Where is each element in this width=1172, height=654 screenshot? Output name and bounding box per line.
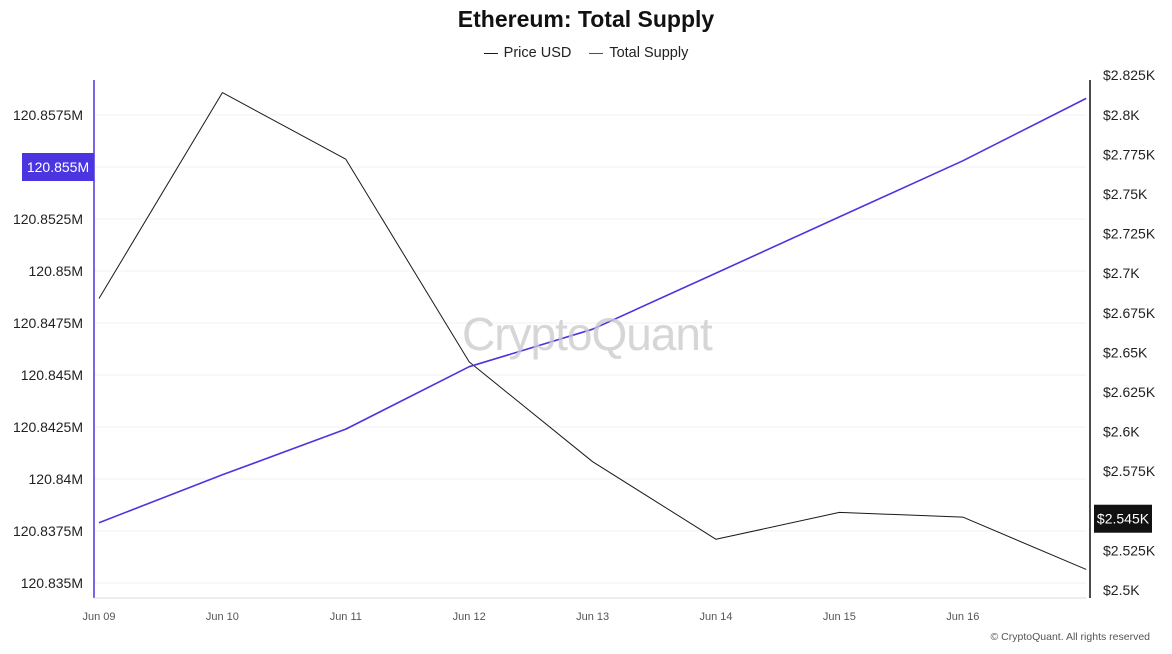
y-right-tick-label: $2.7K — [1103, 265, 1140, 281]
x-tick-label: Jun 15 — [823, 611, 856, 623]
x-tick-label: Jun 09 — [82, 611, 115, 623]
copyright-text: © CryptoQuant. All rights reserved — [990, 631, 1150, 643]
series-line-total-supply — [98, 97, 1087, 524]
legend-item-total-supply[interactable]: Total Supply — [589, 45, 688, 61]
x-tick-label: Jun 10 — [206, 611, 239, 623]
y-left-highlight-tag — [22, 153, 94, 181]
y-right-highlight-label: $2.545K — [1097, 511, 1150, 527]
y-left-tick-label: 120.8375M — [13, 523, 83, 539]
y-left-tick-label: 120.835M — [21, 575, 83, 591]
y-right-tick-label: $2.725K — [1103, 226, 1156, 242]
tick-labels: 120.835M 120.8375M 120.84M 120.8425M 120.845… — [13, 67, 1156, 623]
y-right-tick-label: $2.625K — [1103, 384, 1156, 400]
y-right-tick-label: $2.6K — [1103, 424, 1140, 440]
y-left-highlight-label: 120.855M — [27, 159, 89, 175]
chart-title: Ethereum: Total Supply — [457, 6, 715, 32]
x-tick-label: Jun 11 — [330, 611, 362, 623]
legend-swatch-price-usd — [483, 52, 498, 54]
y-right-highlight-tag — [1094, 504, 1152, 533]
y-right-tick-label: $2.775K — [1103, 146, 1156, 162]
x-tick-label: Jun 14 — [699, 611, 732, 623]
series-line-price-usd — [98, 92, 1087, 570]
legend-label-price-usd: Price USD — [503, 45, 572, 61]
series-lines — [98, 92, 1087, 570]
x-tick-label: Jun 16 — [946, 611, 979, 623]
legend: Price USD Total Supply — [0, 45, 1172, 61]
y-left-tick-label: 120.8575M — [13, 107, 83, 123]
x-tick-label: Jun 12 — [453, 611, 486, 623]
legend-item-price-usd[interactable]: Price USD — [483, 45, 572, 61]
y-right-tick-label: $2.675K — [1103, 305, 1156, 321]
legend-swatch-total-supply — [589, 52, 604, 54]
y-right-tick-label: $2.825K — [1103, 67, 1156, 83]
legend-label-total-supply: Total Supply — [609, 45, 689, 61]
y-left-tick-label: 120.85M — [29, 263, 83, 279]
x-tick-label: Jun 13 — [576, 611, 609, 623]
y-right-tick-label: $2.65K — [1103, 344, 1148, 360]
y-left-tick-label: 120.84M — [29, 471, 83, 487]
y-left-tick-label: 120.8475M — [13, 315, 83, 331]
y-left-tick-label: 120.845M — [21, 367, 83, 383]
y-right-tick-label: $2.75K — [1103, 186, 1148, 202]
y-right-tick-label: $2.8K — [1103, 107, 1140, 123]
y-right-tick-label: $2.5K — [1103, 582, 1140, 598]
watermark-logo: CryptoQuant — [462, 308, 713, 360]
y-left-tick-label: 120.8525M — [13, 211, 83, 227]
y-right-tick-label: $2.525K — [1103, 542, 1156, 558]
grid-lines — [94, 114, 1086, 584]
y-right-tick-label: $2.575K — [1103, 463, 1156, 479]
y-left-tick-label: 120.8425M — [13, 419, 83, 435]
